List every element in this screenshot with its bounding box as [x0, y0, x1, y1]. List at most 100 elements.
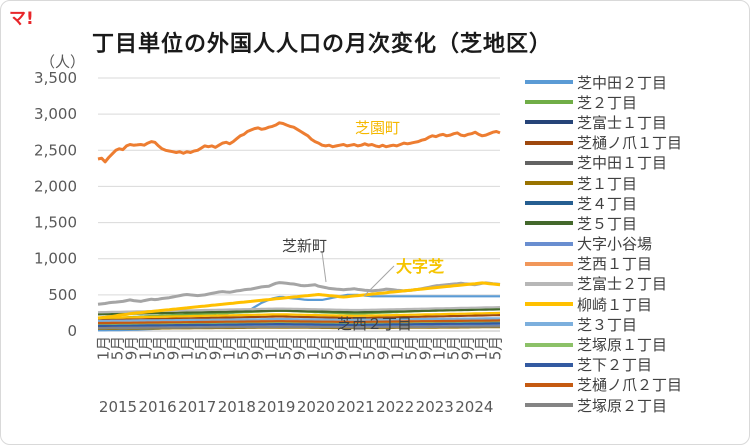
- legend-item: 大字小谷場: [525, 234, 682, 254]
- legend-label: 芝中田１丁目: [577, 154, 668, 173]
- legend-label: 芝２丁目: [577, 93, 638, 112]
- y-tick-label: 500: [48, 286, 77, 304]
- x-month-tick-label: 9月: [417, 336, 435, 361]
- series-line: [98, 322, 501, 327]
- legend-swatch: [525, 281, 573, 286]
- legend-item: 芝５丁目: [525, 213, 682, 233]
- x-month-tick-label: 5月: [109, 336, 127, 361]
- series-line: [97, 314, 501, 322]
- legend-label: 芝富士２丁目: [577, 275, 668, 294]
- legend-item: 芝１丁目: [525, 173, 682, 193]
- legend-label: 芝５丁目: [577, 214, 638, 233]
- legend-label: 芝中田２丁目: [577, 73, 668, 92]
- x-month-tick-label: 5月: [487, 336, 505, 361]
- x-month-tick-label: 5月: [319, 336, 337, 361]
- legend-item: 芝４丁目: [525, 193, 682, 213]
- x-month-tick-label: 1月: [263, 336, 281, 361]
- x-month-tick-label: 1月: [221, 336, 239, 361]
- series-line: [98, 319, 501, 325]
- legend-item: 芝下２丁目: [525, 355, 682, 375]
- legend-item: 芝富士２丁目: [525, 274, 682, 294]
- legend-swatch: [525, 302, 573, 307]
- x-month-tick-label: 1月: [179, 336, 197, 361]
- y-axis-unit-label: （人）: [40, 53, 86, 71]
- annotation-label: 大字芝: [396, 257, 444, 276]
- x-month-tick-label: 1月: [473, 336, 491, 361]
- legend-item: 芝３丁目: [525, 314, 682, 334]
- series-line: [97, 281, 501, 306]
- legend-label: 芝塚原２丁目: [577, 396, 668, 415]
- x-month-tick-label: 9月: [249, 336, 267, 361]
- legend-label: 芝下２丁目: [577, 356, 653, 375]
- series-line: [98, 325, 500, 330]
- series-line: [98, 320, 501, 326]
- x-month-tick-label: 5月: [361, 336, 379, 361]
- x-month-tick-label: 1月: [431, 336, 449, 361]
- y-tick-label: 2,000: [34, 177, 77, 195]
- x-year-label: 2016: [139, 398, 177, 416]
- legend-swatch: [525, 181, 573, 186]
- x-year-label: 2023: [416, 398, 454, 416]
- legend-label: 芝樋ノ爪１丁目: [577, 134, 683, 153]
- legend-label: 芝樋ノ爪２丁目: [577, 376, 683, 395]
- brand-logo: マ!: [9, 9, 34, 29]
- legend-item: 芝中田１丁目: [525, 153, 682, 173]
- legend-item: 芝富士１丁目: [525, 112, 682, 132]
- y-tick-label: 2,500: [34, 141, 77, 159]
- x-month-tick-label: 1月: [347, 336, 365, 361]
- legend-swatch: [525, 140, 573, 145]
- x-month-tick-label: 9月: [291, 336, 309, 361]
- legend-swatch: [525, 221, 573, 226]
- legend-swatch: [525, 342, 573, 347]
- x-month-tick-label: 1月: [95, 336, 113, 361]
- legend-swatch: [525, 362, 573, 367]
- legend-item: 芝中田２丁目: [525, 72, 682, 92]
- gridlines: [98, 77, 500, 332]
- y-tick-label: 1,000: [34, 250, 77, 268]
- x-year-label: 2020: [297, 398, 335, 416]
- legend-swatch: [525, 261, 573, 266]
- x-axis-ticks: 1月5月9月1月5月9月1月5月9月1月5月9月1月5月9月1月5月9月1月5月…: [95, 336, 505, 416]
- series-line: [97, 311, 501, 320]
- legend-label: 芝西１丁目: [577, 255, 653, 274]
- x-year-label: 2015: [99, 398, 137, 416]
- legend: 芝中田２丁目 芝２丁目 芝富士１丁目芝樋ノ爪１丁目 芝中田１丁目 芝１丁目 芝４丁目 芝５丁…: [525, 72, 682, 415]
- series-line: [97, 281, 501, 320]
- legend-item: 芝塚原２丁目: [525, 395, 682, 415]
- y-tick-label: 3,000: [34, 105, 77, 123]
- legend-label: 大字小谷場: [577, 235, 653, 254]
- series-line: [97, 121, 501, 164]
- x-year-label: 2019: [257, 398, 295, 416]
- x-month-tick-label: 1月: [305, 336, 323, 361]
- legend-swatch: [525, 403, 573, 408]
- legend-item: 芝２丁目: [525, 92, 682, 112]
- annotation-leader-line: [321, 251, 327, 283]
- x-month-tick-label: 9月: [333, 336, 351, 361]
- x-month-tick-label: 1月: [389, 336, 407, 361]
- legend-label: 芝１丁目: [577, 174, 638, 193]
- legend-swatch: [525, 160, 573, 165]
- x-month-tick-label: 5月: [151, 336, 169, 361]
- x-month-tick-label: 1月: [137, 336, 155, 361]
- y-tick-label: 1,500: [34, 214, 77, 232]
- y-tick-label: 0: [67, 322, 77, 340]
- legend-swatch: [525, 322, 573, 327]
- x-month-tick-label: 5月: [235, 336, 253, 361]
- annotation-leader-line: [363, 265, 395, 297]
- x-month-tick-label: 5月: [277, 336, 295, 361]
- x-month-tick-label: 9月: [207, 336, 225, 361]
- y-tick-label: 3,500: [34, 69, 77, 87]
- series-line: [98, 317, 501, 322]
- legend-item: 芝樋ノ爪２丁目: [525, 375, 682, 395]
- legend-swatch: [525, 120, 573, 125]
- annotation-label: 芝新町: [282, 237, 327, 255]
- chart-title: 丁目単位の外国人人口の月次変化（芝地区）: [92, 32, 553, 57]
- legend-item: 芝樋ノ爪１丁目: [525, 133, 682, 153]
- legend-item: 芝西１丁目: [525, 254, 682, 274]
- legend-swatch: [525, 241, 573, 246]
- x-month-tick-label: 5月: [403, 336, 421, 361]
- legend-swatch: [525, 201, 573, 206]
- annotation-label: 芝園町: [355, 119, 400, 137]
